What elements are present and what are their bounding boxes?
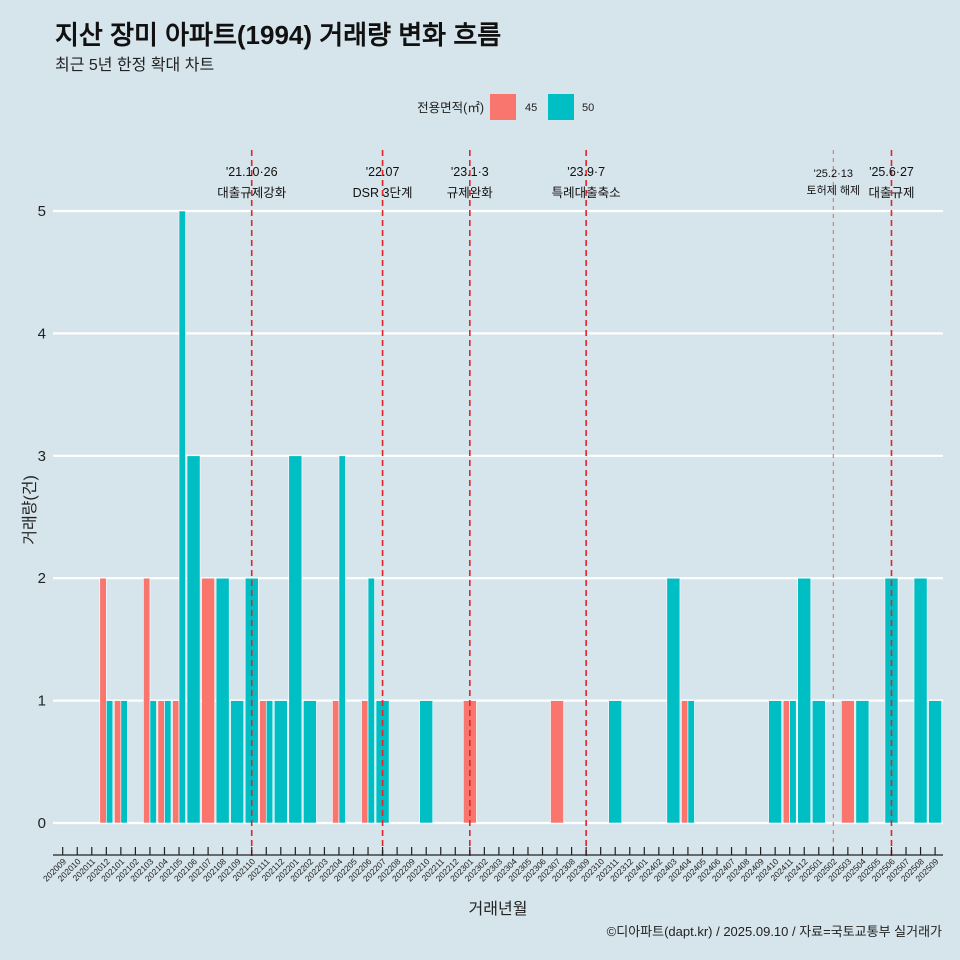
event-label: 대출규제강화 [217,186,287,200]
bar-50-202508 [913,577,928,824]
bar-50-202202 [303,700,317,824]
bar-45-202404 [681,700,689,824]
event-date-label: '25.2·13 [814,168,853,180]
caption: ©디아파트(dapt.kr) / 2025.09.10 / 자료=국토교통부 실… [607,924,942,939]
bar-50-202201 [288,455,303,824]
bar-50-202103 [149,700,157,824]
chart-title: 지산 장미 아파트(1994) 거래량 변화 흐름 [55,20,501,50]
bar-50-202204 [338,455,346,824]
bar-50-202210 [419,700,434,824]
bar-50-202101 [120,700,128,824]
y-tick-label: 5 [38,203,46,220]
event-date-label: '23.9·7 [567,165,605,179]
legend-swatch-45 [490,94,516,120]
bar-50-202106 [186,455,201,824]
bar-45-202012 [99,577,107,824]
bar-50-202109 [230,700,245,824]
event-lines [250,150,893,856]
bar-50-202501 [811,700,826,824]
bar-45-202103 [143,577,151,824]
event-date-label: '22.07 [366,165,400,179]
bar-45-202307 [550,700,564,824]
bar-50-202108 [215,577,230,824]
event-label: 규제완화 [447,186,494,200]
bar-50-202403 [666,577,681,824]
y-axis-title: 거래량(건) [21,475,39,545]
event-label: 토허제 해제 [806,183,860,197]
y-tick-label: 2 [38,570,46,587]
bar-50-202412 [797,577,812,824]
legend-label-45: 45 [525,102,537,114]
bar-45-202104 [157,700,165,824]
bar-50-202105 [178,210,186,824]
bar-50-202206 [367,577,375,824]
bar-50-202111 [265,700,274,824]
event-annotations: '21.10·26 대출규제강화 '22.07 DSR 3단계 '23.1·3 규제완화 '… [217,165,914,200]
y-tick-label: 4 [38,325,46,342]
bar-45-202105 [172,700,180,824]
bar-45-202101 [114,700,122,824]
y-axis-ticks: 0 1 2 3 4 5 [38,203,46,832]
event-date-label: '21.10·26 [226,165,278,179]
legend: 전용면적(㎡) 45 50 [417,94,594,120]
bar-50-202404 [687,700,695,824]
event-label: 대출규제 [868,186,914,200]
legend-swatch-50 [548,94,574,120]
bars [99,210,942,824]
x-axis-title: 거래년월 [469,900,528,918]
y-tick-label: 0 [38,815,46,832]
bar-50-202012 [106,700,114,824]
bar-50-202311 [608,700,623,824]
bar-45-202411 [782,700,790,824]
event-label: 특례대출축소 [552,186,621,200]
bar-50-202112 [273,700,288,824]
y-tick-label: 3 [38,448,46,465]
bar-45-202204 [332,700,340,824]
bar-50-202104 [164,700,172,824]
bar-50-202410 [768,700,783,824]
bar-45-202503 [841,700,855,824]
bar-45-202206 [361,700,369,824]
bar-45-202107 [201,577,215,824]
event-date-label: '25.6·27 [869,165,914,179]
y-tick-label: 1 [38,693,46,710]
event-date-label: '23.1·3 [451,165,489,179]
bar-50-202509 [928,700,942,824]
event-label: DSR 3단계 [353,186,413,200]
legend-label-50: 50 [582,102,594,114]
bar-45-202111 [259,700,267,824]
bar-50-202411 [789,700,797,824]
chart-subtitle: 최근 5년 한정 확대 차트 [55,56,214,74]
bar-50-202504 [855,700,870,824]
legend-title: 전용면적(㎡) [417,101,484,115]
